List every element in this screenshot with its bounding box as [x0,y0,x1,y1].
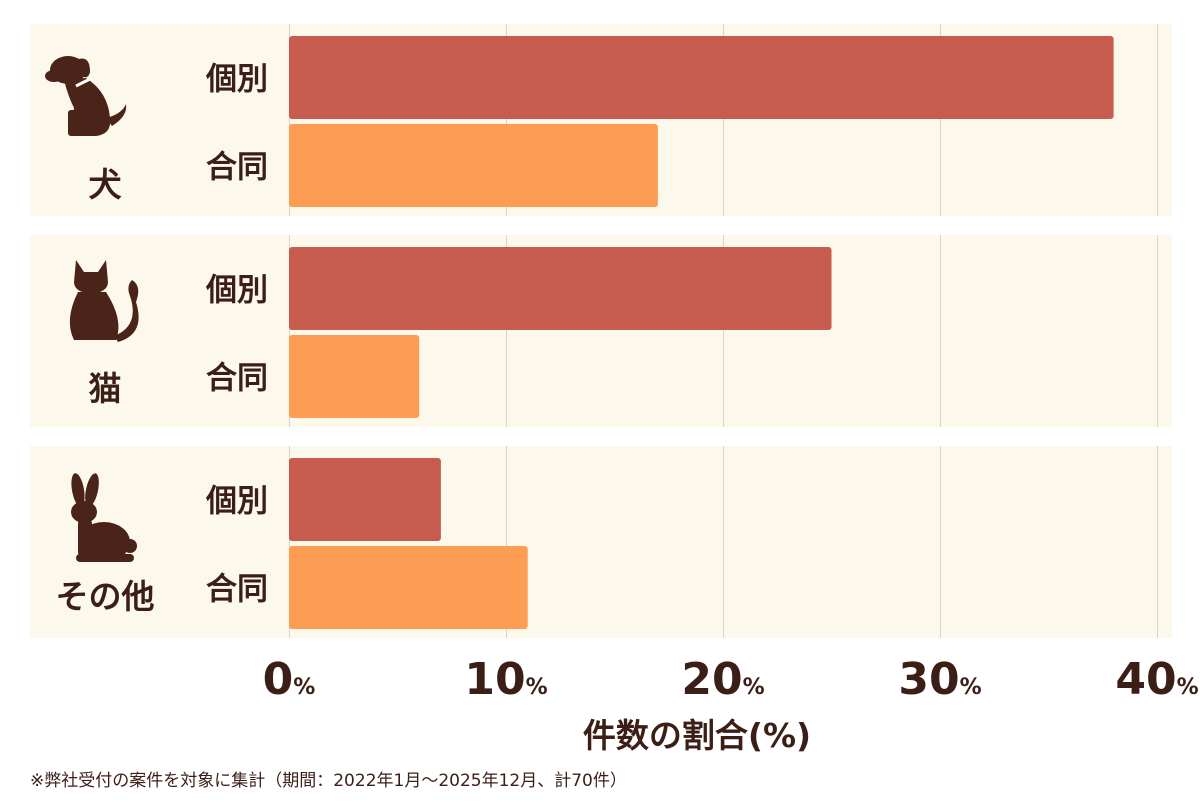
dog-collar [75,76,93,88]
group-label: その他 [56,577,155,616]
x-tick-unit: % [293,675,315,700]
x-tick-unit: % [526,675,548,700]
dog-tail [106,104,127,126]
x-tick-label: 40% [1115,654,1198,705]
cat-icon [69,260,139,342]
x-tick-number: 0 [263,654,294,705]
bar [289,36,1114,119]
x-tick-unit: % [743,675,765,700]
rabbit-ear [85,473,99,507]
x-axis-title: 件数の割合(%) [583,716,811,755]
series-label: 個別 [205,273,268,309]
bar [289,335,420,418]
bar [289,458,441,541]
dog-ear [76,58,90,78]
x-tick-label: 10% [464,654,547,705]
x-tick-number: 20 [681,654,742,705]
x-tick-number: 10 [464,654,525,705]
footnote: ※弊社受付の案件を対象に集計（期間：2022年1月～2025年12月、計70件） [30,771,627,791]
rabbit-head [71,501,97,523]
series-label: 合同 [206,150,268,186]
rabbit-feet [76,554,134,562]
series-label: 合同 [206,572,268,608]
bar [289,546,528,629]
x-tick-label: 0% [263,654,316,705]
series-label: 個別 [205,62,268,98]
rabbit-chest [78,518,92,558]
group-panel [30,446,1172,638]
rabbit-ear [71,473,85,507]
x-tick-label: 20% [681,654,764,705]
x-tick-number: 30 [898,654,959,705]
x-tick-unit: % [960,675,982,700]
cat-tail [114,280,139,342]
x-tick-number: 40 [1115,654,1176,705]
dog-leg [68,110,78,136]
dog-icon [45,56,127,136]
group-label: 犬 [89,165,122,204]
x-tick-label: 30% [898,654,981,705]
cat-head [74,260,108,294]
rabbit-tail [123,539,137,553]
bar [289,247,832,330]
group-label: 猫 [89,369,122,408]
series-label: 個別 [205,484,268,520]
rabbit-icon [71,473,137,562]
dog-snout [45,70,63,82]
bar [289,124,658,207]
cat-body [69,292,119,340]
x-tick-unit: % [1177,675,1199,700]
series-label: 合同 [206,361,268,397]
